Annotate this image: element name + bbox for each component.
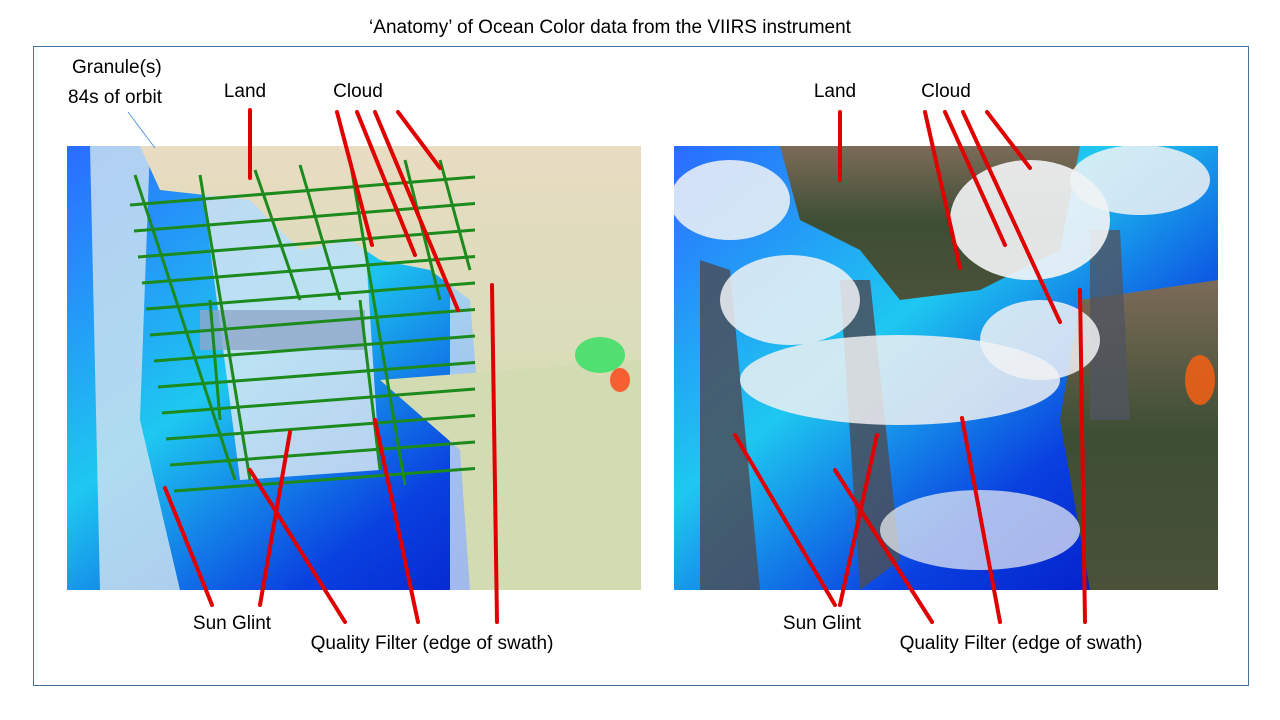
granule-line bbox=[358, 299, 382, 471]
sun-glint-label: Sun Glint bbox=[193, 613, 272, 634]
left-map bbox=[67, 146, 641, 590]
granule-line bbox=[165, 414, 476, 441]
frame bbox=[33, 46, 1249, 686]
land-label: Land bbox=[224, 81, 266, 102]
granule-line bbox=[157, 361, 476, 389]
granule-line bbox=[129, 175, 476, 207]
granule-line bbox=[161, 387, 476, 415]
pointer-lines bbox=[163, 108, 1087, 624]
slide-title: ‘Anatomy’ of Ocean Color data from the V… bbox=[369, 17, 852, 38]
granule-line bbox=[208, 299, 222, 421]
granule-line bbox=[145, 281, 476, 311]
granule-line bbox=[253, 169, 302, 301]
granule-line bbox=[298, 164, 342, 301]
cloud-label: Cloud bbox=[333, 81, 383, 102]
sun-glint-label: Sun Glint bbox=[783, 613, 862, 634]
granule-line bbox=[348, 159, 407, 486]
land-label: Land bbox=[814, 81, 856, 102]
granule-line bbox=[149, 308, 476, 337]
granule-line bbox=[141, 255, 476, 285]
granule-note: 84s of orbit bbox=[68, 87, 163, 108]
granule-label: Granule(s) bbox=[72, 57, 162, 78]
quality-filter-label: Quality Filter (edge of swath) bbox=[900, 633, 1143, 654]
granule-line bbox=[198, 174, 252, 481]
granule-line bbox=[169, 440, 476, 467]
cloud-label: Cloud bbox=[921, 81, 971, 102]
granule-line bbox=[173, 467, 476, 493]
granule-line bbox=[438, 159, 472, 271]
granule-line bbox=[133, 174, 237, 481]
granule-line bbox=[137, 228, 476, 259]
granule-line bbox=[153, 334, 476, 363]
right-image bbox=[674, 146, 1218, 590]
quality-filter-label: Quality Filter (edge of swath) bbox=[311, 633, 554, 654]
pointer-line bbox=[127, 111, 156, 149]
